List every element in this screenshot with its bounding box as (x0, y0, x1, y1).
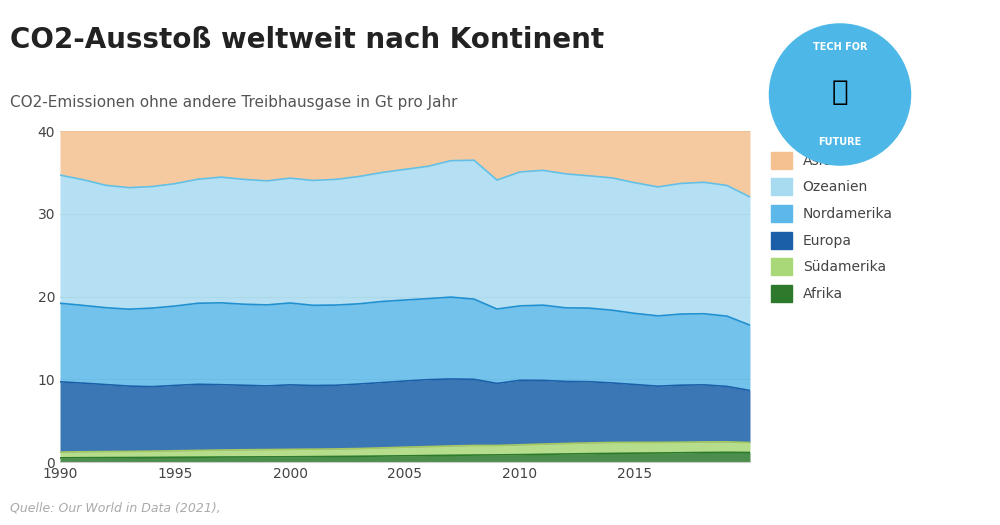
Text: TECH FOR: TECH FOR (813, 43, 867, 52)
Text: CO2-Emissionen ohne andere Treibhausgase in Gt pro Jahr: CO2-Emissionen ohne andere Treibhausgase… (10, 94, 458, 110)
Text: FUTURE: FUTURE (818, 136, 862, 146)
Text: Quelle: Our World in Data (2021),: Quelle: Our World in Data (2021), (10, 501, 221, 514)
Text: 🔌: 🔌 (832, 78, 848, 106)
Text: CO2-Ausstoß weltweit nach Kontinent: CO2-Ausstoß weltweit nach Kontinent (10, 26, 604, 54)
Circle shape (769, 24, 911, 165)
Legend: Asien, Ozeanien, Nordamerika, Europa, Südamerika, Afrika: Asien, Ozeanien, Nordamerika, Europa, Sü… (764, 145, 900, 309)
